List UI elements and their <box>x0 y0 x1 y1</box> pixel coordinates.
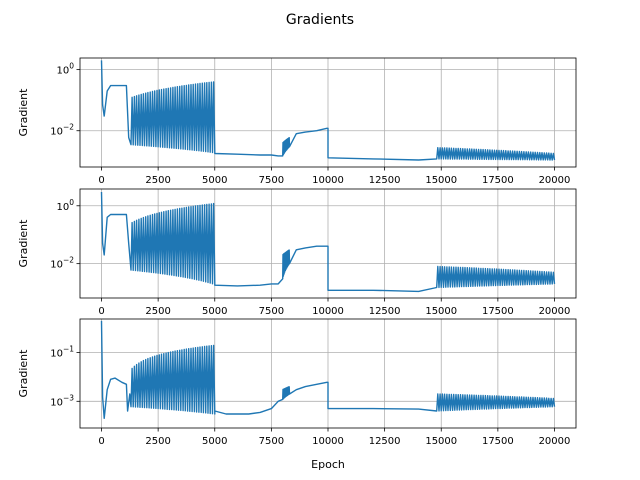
x-tick-label: 20000 <box>539 175 571 186</box>
x-tick-label: 15000 <box>425 175 457 186</box>
x-tick-label: 7500 <box>259 306 284 317</box>
y-axis-label: Gradient <box>17 88 30 137</box>
x-tick-label: 12500 <box>369 436 401 447</box>
x-tick-label: 15000 <box>425 436 457 447</box>
x-tick-label: 17500 <box>482 436 514 447</box>
y-axis-label: Gradient <box>17 349 30 398</box>
x-tick-label: 0 <box>98 175 104 186</box>
x-tick-label: 0 <box>98 436 104 447</box>
x-tick-label: 17500 <box>482 175 514 186</box>
subplot-3: 0 2500 5000 7500 10000 12500 15000 17500 2000010… <box>17 318 577 471</box>
x-tick-label: 10000 <box>312 175 344 186</box>
x-tick-label: 20000 <box>539 306 571 317</box>
x-tick-label: 2500 <box>145 175 170 186</box>
x-tick-label: 12500 <box>369 306 401 317</box>
x-tick-label: 10000 <box>312 306 344 317</box>
x-tick-label: 10000 <box>312 436 344 447</box>
x-tick-label: 5000 <box>202 306 227 317</box>
subplot-1: 0 2500 5000 7500 10000 12500 15000 17500 2000010… <box>17 57 577 186</box>
x-tick-label: 17500 <box>482 306 514 317</box>
series-line <box>100 191 556 293</box>
x-tick-label: 15000 <box>425 306 457 317</box>
x-tick-label: 7500 <box>259 436 284 447</box>
x-tick-label: 7500 <box>259 175 284 186</box>
series-line <box>100 60 556 161</box>
x-tick-label: 20000 <box>539 436 571 447</box>
figure-title: Gradients <box>286 12 354 28</box>
series-line <box>100 320 556 419</box>
x-axis-label: Epoch <box>311 458 345 471</box>
y-axis-label: Gradient <box>17 219 30 268</box>
x-tick-label: 0 <box>98 306 104 317</box>
x-tick-label: 5000 <box>202 175 227 186</box>
subplot-2: 0 2500 5000 7500 10000 12500 15000 17500 2000010… <box>17 188 577 317</box>
x-tick-label: 5000 <box>202 436 227 447</box>
x-tick-label: 12500 <box>369 175 401 186</box>
x-tick-label: 2500 <box>145 306 170 317</box>
x-tick-label: 2500 <box>145 436 170 447</box>
